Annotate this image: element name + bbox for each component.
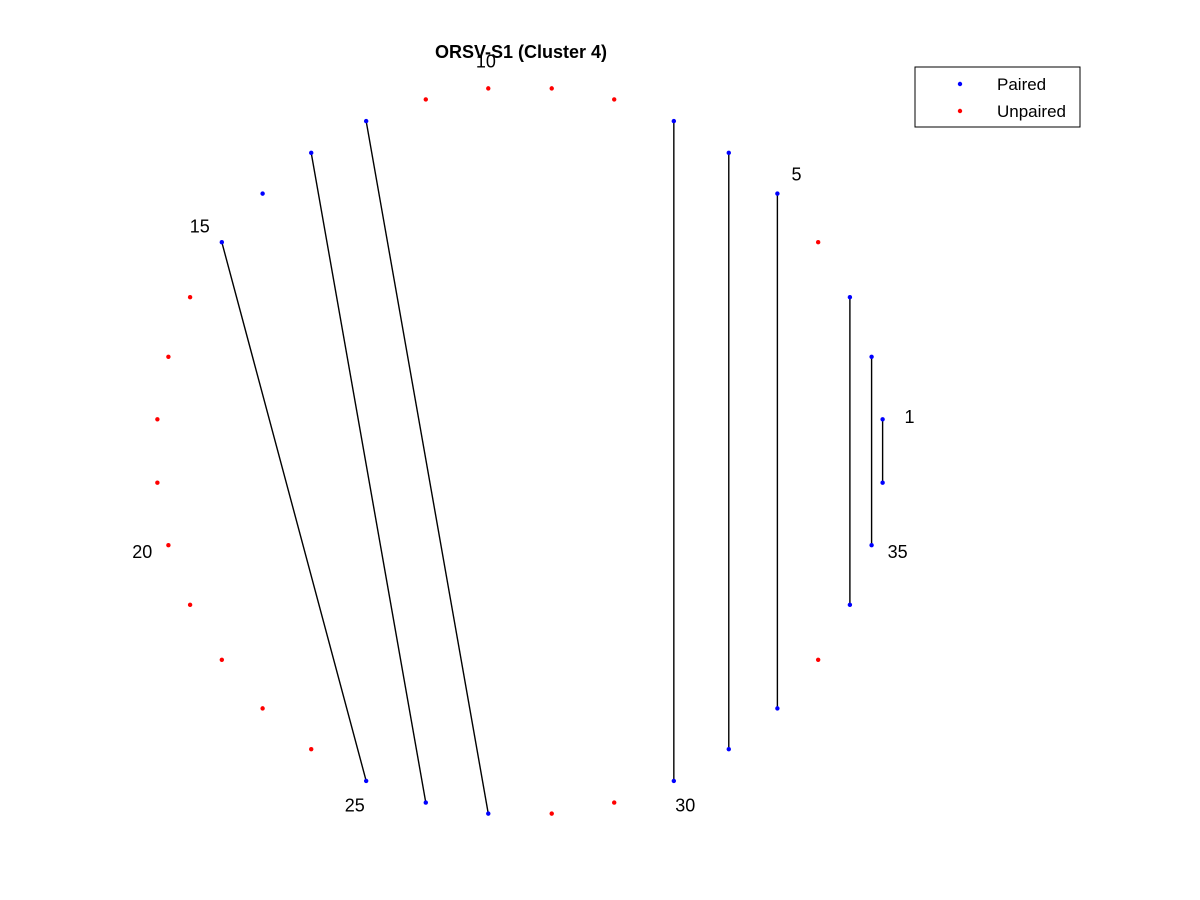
bond-lines xyxy=(221,120,884,814)
position-label-25: 25 xyxy=(345,795,365,815)
bond-line-13-26 xyxy=(310,152,427,803)
unpaired-point-20 xyxy=(166,543,171,548)
legend-paired-marker xyxy=(957,81,963,87)
paired-point-2 xyxy=(869,354,874,359)
position-label-10: 10 xyxy=(476,51,496,71)
unpaired-point-16 xyxy=(187,294,193,300)
legend-box xyxy=(914,66,1081,128)
paired-point-3 xyxy=(847,294,853,300)
unpaired-point-22 xyxy=(219,657,225,662)
unpaired-point-24 xyxy=(309,746,314,752)
unpaired-point-29 xyxy=(612,800,617,805)
unpaired-point-21 xyxy=(187,602,193,608)
legend-unpaired-label: Unpaired xyxy=(997,102,1066,121)
unpaired-point-23 xyxy=(260,706,265,711)
unpaired-point-8 xyxy=(612,97,617,102)
paired-point-5 xyxy=(775,191,780,196)
paired-point-1 xyxy=(880,417,885,422)
unpaired-point-4 xyxy=(815,240,821,245)
unpaired-point-18 xyxy=(155,417,160,422)
position-label-1: 1 xyxy=(905,407,915,427)
unpaired-point-9 xyxy=(549,86,554,91)
unpaired-point-33 xyxy=(815,657,821,662)
position-label-15: 15 xyxy=(190,217,210,237)
paired-point-7 xyxy=(671,118,677,124)
legend-unpaired-marker xyxy=(957,108,963,114)
nucleotide-points xyxy=(155,86,885,816)
paired-point-36 xyxy=(880,480,885,485)
unpaired-point-10 xyxy=(486,86,491,91)
bond-line-12-27 xyxy=(365,120,489,814)
position-label-35: 35 xyxy=(888,542,908,562)
paired-point-14 xyxy=(260,191,265,196)
paired-point-25 xyxy=(363,778,369,784)
position-label-5: 5 xyxy=(791,165,801,185)
unpaired-point-19 xyxy=(155,480,160,485)
paired-point-30 xyxy=(671,778,677,784)
paired-point-34 xyxy=(847,602,853,608)
paired-point-31 xyxy=(726,746,731,752)
plot-title: ORSV-S1 (Cluster 4) xyxy=(435,42,607,62)
paired-point-27 xyxy=(486,811,491,816)
bond-line-15-25 xyxy=(221,242,367,782)
paired-point-35 xyxy=(869,543,874,548)
paired-point-6 xyxy=(726,150,731,156)
unpaired-point-17 xyxy=(166,354,171,359)
paired-point-32 xyxy=(775,706,780,711)
position-label-30: 30 xyxy=(675,795,695,815)
paired-point-15 xyxy=(219,240,225,245)
unpaired-point-28 xyxy=(549,811,554,816)
position-label-20: 20 xyxy=(132,542,152,562)
paired-point-12 xyxy=(363,118,369,124)
legend-paired-label: Paired xyxy=(997,75,1046,94)
legend: Paired Unpaired xyxy=(914,66,1081,128)
paired-point-13 xyxy=(309,150,314,156)
unpaired-point-11 xyxy=(423,97,428,102)
paired-point-26 xyxy=(423,800,428,805)
